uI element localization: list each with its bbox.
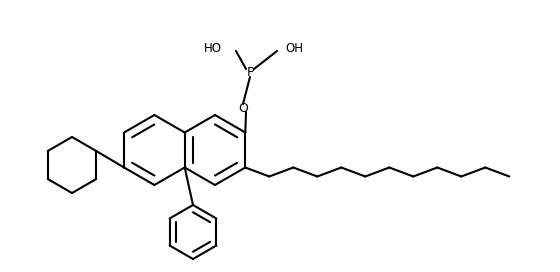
Text: OH: OH — [285, 42, 303, 54]
Text: O: O — [238, 101, 248, 115]
Text: P: P — [246, 66, 254, 79]
Text: HO: HO — [204, 42, 222, 54]
